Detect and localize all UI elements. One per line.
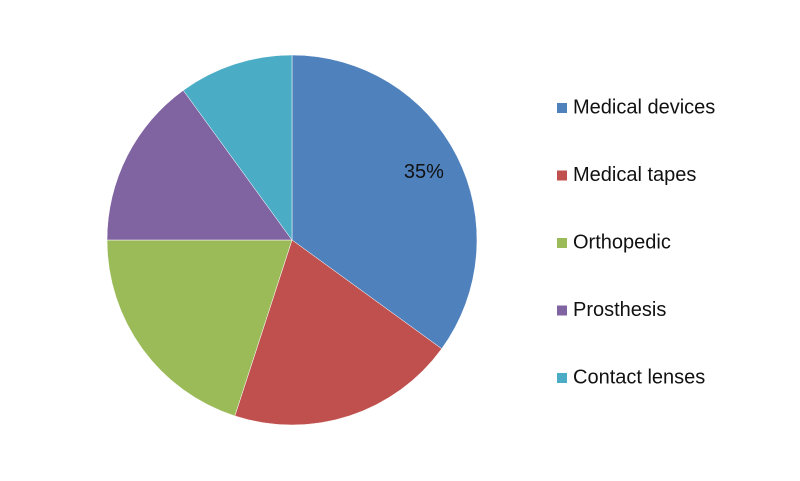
legend-label: Medical devices [573,96,715,118]
legend-swatch [557,305,567,316]
legend-label: Prosthesis [573,299,666,321]
legend-swatch [557,238,567,248]
pie-slice [291,54,478,350]
pie-slice [106,239,293,417]
legend-label: Medical tapes [573,164,696,186]
data-label: 35% [404,161,444,183]
pie-slice [234,239,443,426]
pie-slice [182,54,293,241]
pie-slice [106,89,293,241]
legend-swatch [557,373,567,383]
legend-swatch [557,103,567,113]
legend-label: Contact lenses [573,366,705,388]
legend-label: Orthopedic [573,231,671,253]
legend-swatch [557,170,567,181]
